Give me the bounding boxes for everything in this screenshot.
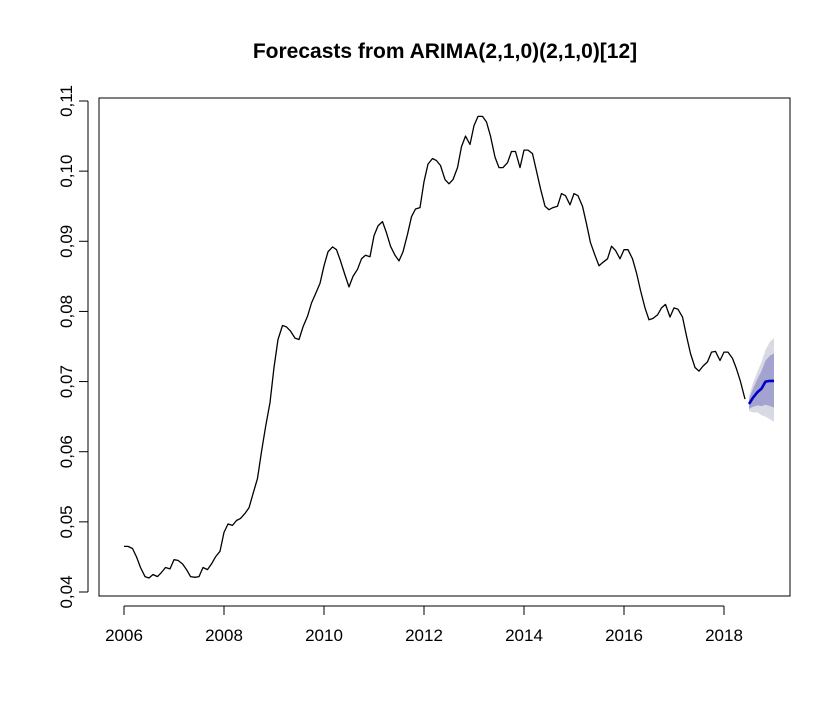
x-tick-label: 2008 (205, 626, 243, 645)
y-tick-label: 0,08 (57, 295, 76, 328)
x-tick-label: 2018 (705, 626, 743, 645)
y-tick-label: 0,11 (57, 85, 76, 117)
x-tick-label: 2006 (105, 626, 143, 645)
y-axis: 0,04 0,05 0,06 0,07 0,08 0,09 0,10 0,11 (57, 85, 89, 609)
y-tick-label: 0,09 (57, 225, 76, 258)
observed-line (124, 115, 746, 579)
y-tick-label: 0,04 (57, 575, 76, 608)
y-tick-label: 0,06 (57, 435, 76, 468)
x-tick-label: 2014 (505, 626, 543, 645)
x-tick-label: 2010 (305, 626, 343, 645)
y-tick-label: 0,05 (57, 505, 76, 538)
x-tick-label: 2016 (605, 626, 643, 645)
chart-title: Forecasts from ARIMA(2,1,0)(2,1,0)[12] (253, 40, 637, 63)
x-axis: 2006 2008 2010 2012 2014 2016 2018 (105, 605, 743, 645)
forecast-line (747, 379, 774, 405)
plot-frame (98, 97, 791, 597)
series-lines (124, 115, 774, 579)
x-tick-label: 2012 (405, 626, 443, 645)
y-tick-label: 0,07 (57, 365, 76, 398)
y-tick-label: 0,10 (57, 155, 76, 188)
